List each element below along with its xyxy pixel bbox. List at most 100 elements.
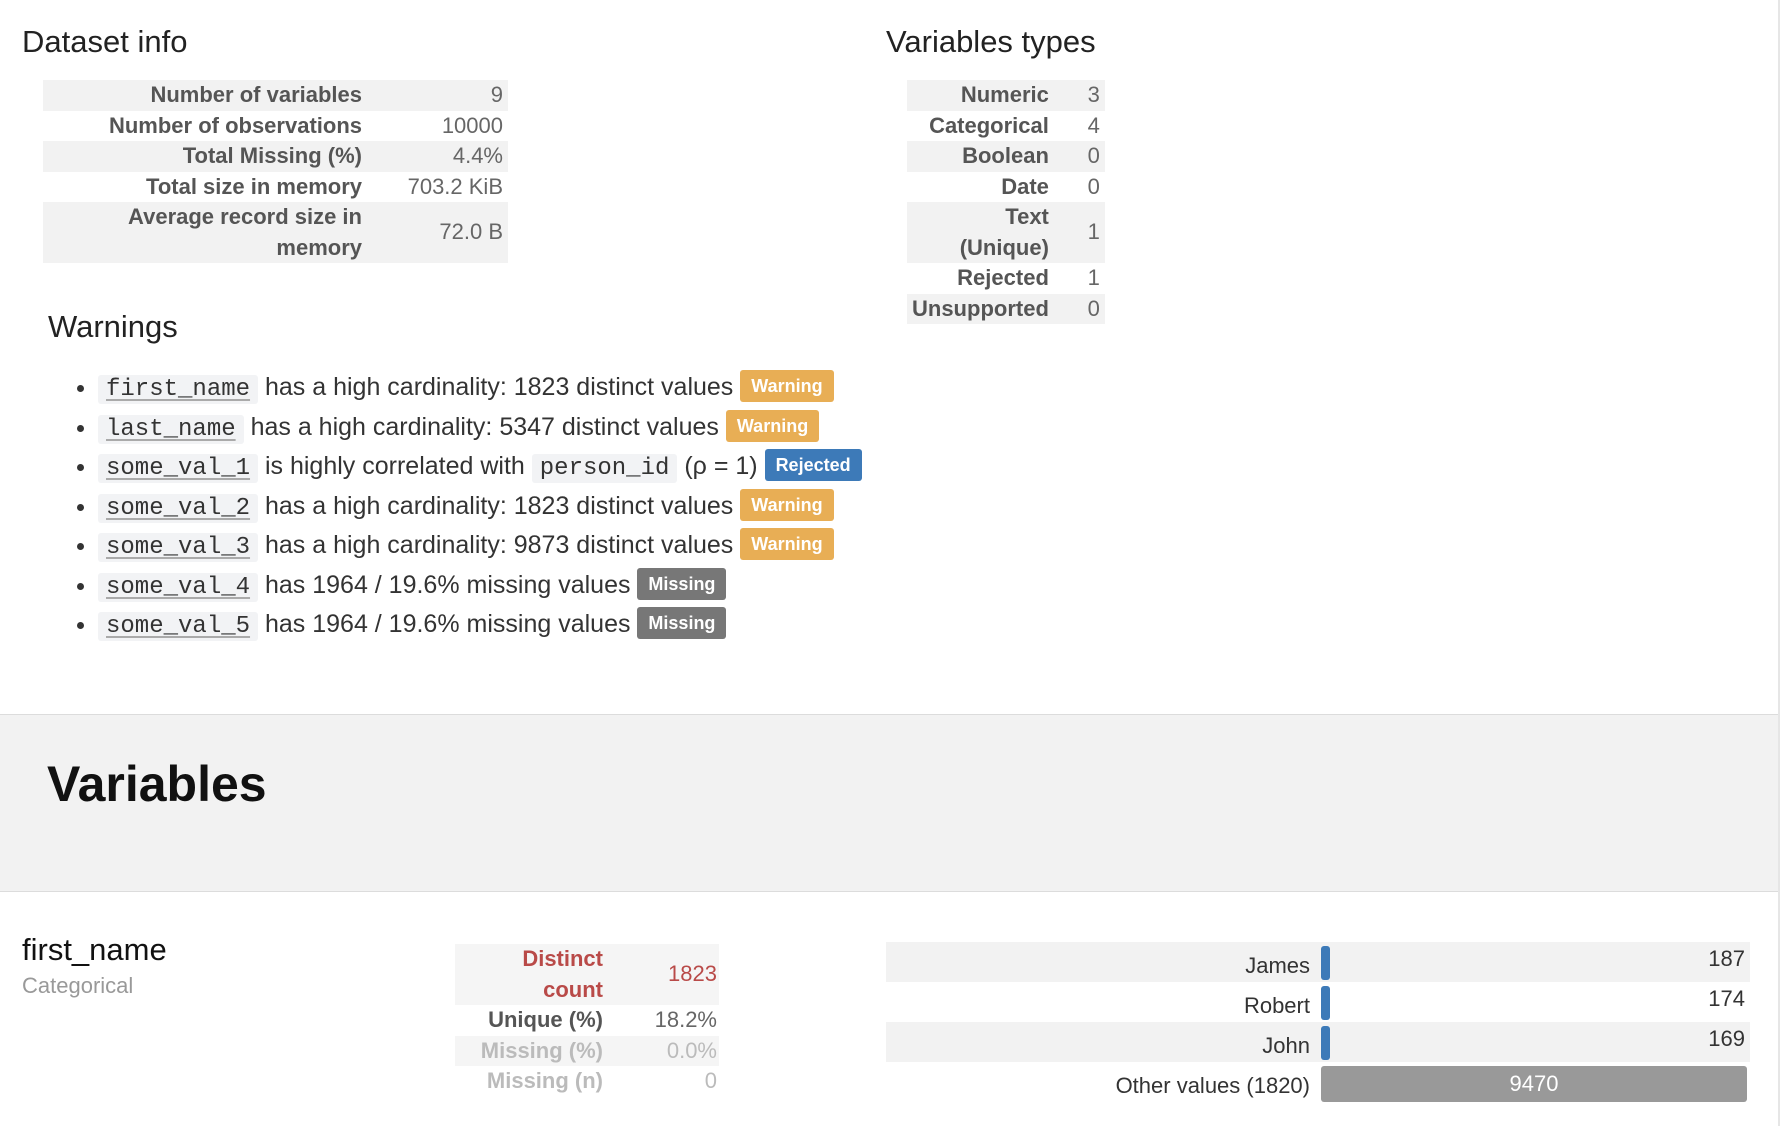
warning-item: first_name has a high cardinality: 1823 … <box>98 368 862 408</box>
row-value: 3 <box>1053 80 1105 111</box>
row-value: 1 <box>1053 202 1105 263</box>
warning-badge: Warning <box>740 528 834 561</box>
table-row: Categorical 4 <box>907 111 1105 142</box>
table-row: Total Missing (%) 4.4% <box>43 141 508 172</box>
table-row: Distinct count 1823 <box>455 944 719 1005</box>
warning-item: some_val_1 is highly correlated with per… <box>98 447 862 487</box>
other-values-bar: 9470 <box>1321 1066 1747 1102</box>
frequency-row: John 169 <box>886 1022 1750 1062</box>
rejected-badge: Rejected <box>764 449 862 482</box>
stat-value: 18.2% <box>654 1007 717 1032</box>
variable-link[interactable]: some_val_4 <box>98 572 259 602</box>
warning-text: has a high cardinality: 5347 distinct va… <box>243 412 726 441</box>
variable-name: first_name <box>22 932 167 967</box>
frequency-bar <box>1321 946 1330 980</box>
table-row: Missing (%) 0.0% <box>455 1035 719 1066</box>
stat-label: Missing (n) <box>486 1068 603 1093</box>
frequency-bar <box>1321 986 1330 1020</box>
row-label: Numeric <box>907 80 1054 111</box>
missing-badge: Missing <box>637 567 727 600</box>
row-label: Categorical <box>929 112 1049 138</box>
frequency-bar <box>1321 1026 1330 1060</box>
row-label: Boolean <box>907 141 1054 172</box>
missing-badge: Missing <box>637 607 727 640</box>
row-value: 703.2 KiB <box>407 173 503 199</box>
warning-badge: Warning <box>725 409 820 442</box>
row-value: 4 <box>1087 112 1100 138</box>
stat-value: 0 <box>704 1068 717 1093</box>
frequency-count: 169 <box>1708 1026 1745 1051</box>
frequency-label: Robert <box>1243 993 1310 1018</box>
frequency-row: James 187 <box>886 942 1750 982</box>
stat-label: Unique (%) <box>488 1007 603 1032</box>
variable-link[interactable]: first_name <box>98 375 259 404</box>
warning-item: some_val_2 has a high cardinality: 1823 … <box>98 487 862 527</box>
frequency-label: Other values (1820) <box>1115 1073 1310 1098</box>
warning-badge: Warning <box>740 370 834 403</box>
row-label: Date <box>1001 173 1049 199</box>
row-value: 9 <box>367 80 508 111</box>
warning-text: is highly correlated with <box>258 452 532 480</box>
table-row: Text (Unique) 1 <box>907 202 1105 263</box>
table-row: Number of variables 9 <box>43 80 508 111</box>
dataset-info-table: Number of variables 9 Number of observati… <box>43 80 508 263</box>
row-label: Total size in memory <box>146 173 362 199</box>
table-row: Number of observations 10000 <box>43 111 508 142</box>
warning-item: some_val_3 has a high cardinality: 9873 … <box>98 526 862 566</box>
row-label: Number of variables <box>43 80 367 111</box>
stat-label: Missing (%) <box>455 1035 605 1066</box>
variable-link[interactable]: some_val_2 <box>98 493 259 523</box>
warning-item: last_name has a high cardinality: 5347 d… <box>98 408 862 448</box>
variable-stats-table: Distinct count 1823 Unique (%) 18.2% Missi… <box>455 944 719 1097</box>
stat-label: Distinct count <box>455 944 605 1005</box>
row-label: Total Missing (%) <box>43 141 367 172</box>
row-value: 10000 <box>441 112 503 138</box>
stat-value: 0.0% <box>605 1035 719 1066</box>
frequency-count: 187 <box>1708 946 1745 971</box>
row-value: 1 <box>1087 265 1100 290</box>
frequency-label: James <box>1245 953 1310 978</box>
variable-link[interactable]: last_name <box>98 414 244 444</box>
dataset-info-title: Dataset info <box>22 24 188 59</box>
table-row: Boolean 0 <box>907 141 1105 172</box>
row-label: Rejected <box>957 265 1049 290</box>
row-value: 0 <box>1053 141 1105 172</box>
warning-text: has 1964 / 19.6% missing values <box>258 610 638 638</box>
variable-link[interactable]: some_val_1 <box>98 454 259 483</box>
variables-title: Variables <box>47 756 267 812</box>
row-value: 0 <box>1087 173 1100 199</box>
table-row: Unsupported 0 <box>907 293 1105 324</box>
table-row: Numeric 3 <box>907 80 1105 111</box>
warning-text: has 1964 / 19.6% missing values <box>258 570 638 599</box>
correlated-variable: person_id <box>531 454 678 483</box>
row-value: 0 <box>1053 293 1105 324</box>
variables-header-band: Variables <box>0 714 1778 892</box>
row-label: Number of observations <box>108 112 362 138</box>
warning-text: (ρ = 1) <box>677 452 765 480</box>
table-row: Unique (%) 18.2% <box>455 1005 719 1036</box>
warnings-title: Warnings <box>48 309 178 344</box>
frequency-row-other: Other values (1820) 9470 <box>886 1062 1750 1102</box>
row-value: 72.0 B <box>367 202 508 263</box>
warning-text: has a high cardinality: 9873 distinct va… <box>258 531 741 559</box>
row-label: Average record size in memory <box>43 202 367 263</box>
variable-link[interactable]: some_val_5 <box>98 612 259 641</box>
variable-type: Categorical <box>22 973 134 998</box>
row-label: Unsupported <box>907 293 1054 324</box>
warnings-list: first_name has a high cardinality: 1823 … <box>70 368 862 645</box>
frequency-row: Robert 174 <box>886 982 1750 1022</box>
variable-link[interactable]: some_val_3 <box>98 533 259 562</box>
row-label: Text (Unique) <box>907 202 1054 263</box>
table-row: Rejected 1 <box>907 263 1105 294</box>
frequency-table: James 187 Robert 174 John 169 Other valu… <box>886 942 1750 1102</box>
warning-text: has a high cardinality: 1823 distinct va… <box>258 491 741 520</box>
warning-item: some_val_4 has 1964 / 19.6% missing valu… <box>98 566 862 606</box>
warning-text: has a high cardinality: 1823 distinct va… <box>258 373 741 401</box>
table-row: Total size in memory 703.2 KiB <box>43 172 508 203</box>
frequency-count: 174 <box>1708 986 1745 1011</box>
row-value: 4.4% <box>367 141 508 172</box>
table-row: Date 0 <box>907 172 1105 203</box>
variable-types-title: Variables types <box>886 24 1096 59</box>
table-row: Missing (n) 0 <box>455 1066 719 1097</box>
